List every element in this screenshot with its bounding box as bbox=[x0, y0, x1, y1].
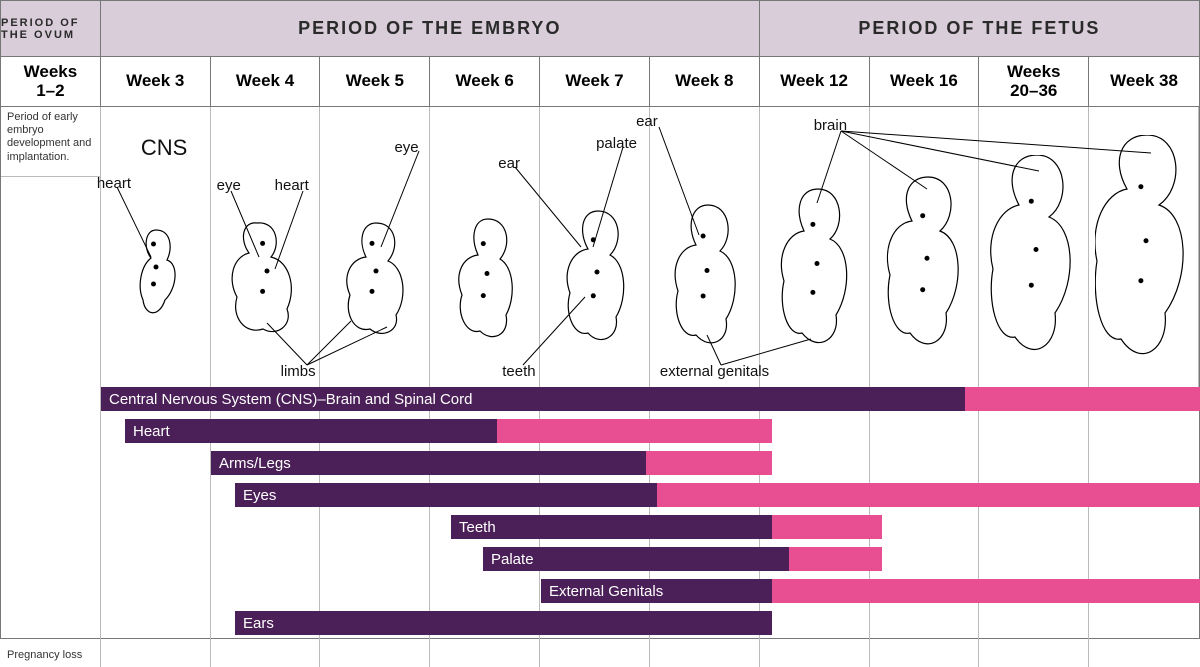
footer-note: Pregnancy loss bbox=[7, 649, 82, 661]
gantt-bar-label: Eyes bbox=[241, 483, 276, 507]
gantt-bar-label: Ears bbox=[241, 611, 274, 635]
week-header-cell: Week 38 bbox=[1089, 57, 1199, 106]
week-header-row: Weeks1–2Week 3Week 4Week 5Week 6Week 7We… bbox=[1, 57, 1199, 107]
gantt-row: Eyes bbox=[1, 483, 1199, 511]
gantt-bar-label: Palate bbox=[489, 547, 534, 571]
week-header-cell: Week 8 bbox=[650, 57, 760, 106]
gantt-bar-label: External Genitals bbox=[547, 579, 663, 603]
gantt-bar-segment bbox=[235, 483, 657, 507]
gantt-row: Heart bbox=[1, 419, 1199, 447]
week-header-cell: Week 12 bbox=[760, 57, 870, 106]
week-header-cell: Week 16 bbox=[870, 57, 980, 106]
week-header-cell: Week 7 bbox=[540, 57, 650, 106]
gantt-bar-segment bbox=[789, 547, 883, 571]
gantt-bar-segment bbox=[646, 451, 773, 475]
period-header-cell: PERIOD OF THE FETUS bbox=[760, 1, 1199, 56]
gantt-bar-segment bbox=[235, 611, 772, 635]
gantt-row: Palate bbox=[1, 547, 1199, 575]
gantt-bar-label: Central Nervous System (CNS)–Brain and S… bbox=[107, 387, 472, 411]
week-header-cell: Weeks1–2 bbox=[1, 57, 101, 106]
gantt-row: Ears bbox=[1, 611, 1199, 639]
week-header-cell: Week 6 bbox=[430, 57, 540, 106]
week-header-cell: Week 4 bbox=[211, 57, 321, 106]
gantt-bar-segment bbox=[125, 419, 497, 443]
gantt-bar-segment bbox=[772, 579, 1200, 603]
gantt-bar-segment bbox=[497, 419, 772, 443]
gantt-bar-segment bbox=[657, 483, 1200, 507]
gantt-bar-label: Arms/Legs bbox=[217, 451, 291, 475]
gantt-row: External Genitals bbox=[1, 579, 1199, 607]
week-header-cell: Week 3 bbox=[101, 57, 211, 106]
period-header-cell: PERIOD OF THE OVUM bbox=[1, 1, 101, 56]
callout-lines bbox=[1, 107, 1200, 387]
gantt-bar-segment bbox=[965, 387, 1200, 411]
gantt-bar-label: Teeth bbox=[457, 515, 496, 539]
gantt-row: Central Nervous System (CNS)–Brain and S… bbox=[1, 387, 1199, 415]
gantt-bar-label: Heart bbox=[131, 419, 170, 443]
period-header-row: PERIOD OF THE OVUMPERIOD OF THE EMBRYOPE… bbox=[1, 1, 1199, 57]
diagram-row: Period of early embryo development and i… bbox=[1, 107, 1199, 387]
gantt-bar-segment bbox=[451, 515, 772, 539]
development-chart: PERIOD OF THE OVUMPERIOD OF THE EMBRYOPE… bbox=[0, 0, 1200, 639]
gantt-row: Teeth bbox=[1, 515, 1199, 543]
period-header-cell: PERIOD OF THE EMBRYO bbox=[101, 1, 760, 56]
week-header-cell: Week 5 bbox=[320, 57, 430, 106]
gantt-row: Arms/Legs bbox=[1, 451, 1199, 479]
gantt-area: Central Nervous System (CNS)–Brain and S… bbox=[1, 387, 1199, 667]
week-header-cell: Weeks20–36 bbox=[979, 57, 1089, 106]
gantt-bar-segment bbox=[772, 515, 882, 539]
